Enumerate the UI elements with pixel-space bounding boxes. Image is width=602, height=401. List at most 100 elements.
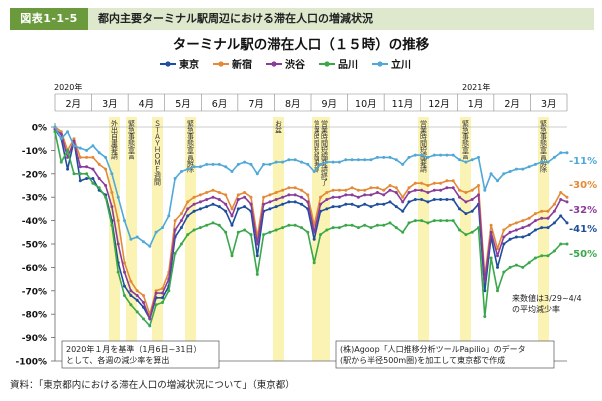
series-1-point-24 (205, 191, 209, 194)
series-0-point-66 (470, 209, 474, 213)
series-2-point-57 (413, 188, 417, 192)
series-1-point-43 (325, 191, 329, 194)
series-2-point-9 (110, 205, 114, 209)
series-3-point-64 (458, 228, 461, 232)
series-0-point-35 (274, 205, 278, 209)
series-4-point-15 (148, 244, 152, 248)
series-3-point-6 (91, 181, 95, 185)
series-0-point-74 (521, 235, 525, 239)
month-label-13: 3月 (541, 99, 557, 110)
series-3-point-81 (565, 242, 569, 246)
series-4-point-23 (198, 165, 202, 169)
series-1-point-59 (426, 184, 430, 187)
month-label-11: 1月 (468, 99, 484, 110)
series-0-point-27 (224, 209, 228, 213)
note-right-line-1: (駅から半径500m圏)を加工して東京都で作成 (340, 355, 505, 365)
series-0-point-77 (540, 226, 544, 230)
series-0-point-78 (546, 226, 550, 230)
series-2-point-75 (527, 223, 531, 227)
legend-label-1: 新宿 (232, 58, 252, 71)
series-4-point-36 (281, 160, 285, 164)
series-1-point-20 (179, 212, 183, 216)
series-2-point-11 (123, 270, 126, 274)
series-3-point-79 (552, 249, 556, 253)
series-4-point-60 (432, 153, 436, 157)
highlight-band-4 (273, 117, 284, 361)
series-4-point-12 (129, 237, 133, 241)
series-2-point-67 (477, 193, 480, 197)
event-label-5: 営業時間短縮要請 (314, 119, 322, 174)
series-1-point-81 (565, 195, 569, 199)
series-1-point-40 (306, 193, 310, 197)
series-3-point-49 (363, 223, 367, 227)
series-2-point-62 (445, 186, 449, 190)
series-0-point-28 (230, 223, 234, 227)
series-4-point-50 (369, 158, 373, 162)
series-4-point-11 (123, 219, 126, 223)
series-0-point-70 (496, 265, 499, 269)
series-4-point-37 (287, 158, 291, 162)
highlight-band-2 (152, 117, 163, 361)
y-tick-label-9: -90% (22, 334, 47, 344)
series-0-point-56 (407, 200, 411, 204)
series-4-point-28 (230, 170, 234, 173)
series-4-point-68 (483, 188, 487, 192)
series-3-point-57 (413, 219, 417, 223)
series-4-point-48 (356, 158, 360, 162)
series-1-point-44 (331, 188, 335, 192)
series-3-point-75 (527, 261, 531, 265)
series-0-point-55 (401, 209, 405, 213)
series-1-point-13 (135, 289, 139, 293)
series-4-point-8 (104, 155, 108, 159)
series-3-point-60 (432, 219, 436, 223)
legend-label-0: 東京 (179, 58, 199, 71)
series-4-point-2 (66, 130, 70, 134)
series-line-4 (54, 126, 567, 248)
series-0-point-57 (413, 198, 417, 201)
series-3-point-2 (66, 148, 70, 152)
series-4-point-65 (464, 160, 468, 164)
series-2-point-47 (350, 193, 354, 197)
series-2-point-28 (230, 214, 234, 218)
series-0-point-25 (211, 202, 215, 206)
month-label-2: 4月 (139, 99, 155, 110)
series-1-point-72 (508, 223, 512, 227)
series-3-point-14 (142, 317, 145, 321)
series-2-point-30 (243, 195, 247, 199)
event-label-1: 緊急事態宣言 (128, 120, 136, 161)
series-0-point-51 (375, 202, 379, 206)
series-3-point-65 (464, 233, 468, 237)
series-2-point-13 (135, 294, 139, 297)
series-0-point-60 (432, 198, 436, 201)
series-4-point-42 (319, 162, 322, 166)
series-4-point-21 (186, 167, 190, 171)
series-2-point-40 (306, 200, 310, 204)
series-1-point-19 (173, 219, 177, 223)
note-sidenote-line-0: 来数値は3/29~4/4 (512, 293, 582, 303)
series-4-point-14 (142, 240, 145, 244)
series-2-point-42 (319, 202, 322, 206)
series-1-point-6 (91, 155, 95, 159)
series-0-point-80 (559, 214, 563, 218)
month-label-5: 7月 (248, 99, 264, 110)
series-0-point-38 (293, 200, 297, 204)
series-4-point-59 (426, 155, 430, 159)
series-1-point-48 (356, 188, 360, 192)
series-1-point-26 (217, 191, 221, 194)
series-4-point-44 (331, 160, 335, 164)
series-1-point-21 (186, 200, 190, 204)
series-2-point-56 (407, 191, 411, 194)
series-2-point-79 (552, 209, 556, 213)
series-3-point-45 (337, 226, 341, 230)
series-0-point-32 (255, 254, 259, 258)
series-1-point-77 (540, 209, 544, 213)
series-2-point-65 (464, 200, 468, 204)
series-0-point-37 (287, 200, 291, 204)
series-2-point-61 (439, 188, 443, 192)
series-2-point-26 (217, 198, 221, 201)
series-2-point-71 (502, 235, 506, 239)
series-4-point-22 (192, 165, 196, 169)
series-2-point-49 (363, 193, 367, 197)
series-0-point-29 (236, 207, 240, 211)
